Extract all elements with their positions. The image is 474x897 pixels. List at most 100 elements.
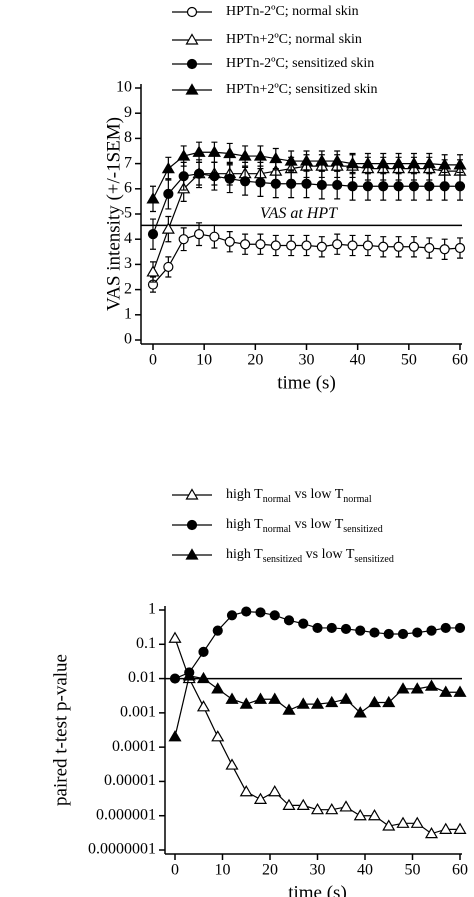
data-point [316,179,327,191]
data-point [396,682,410,694]
data-point [253,792,268,804]
data-point [439,822,453,834]
legend-text-part: vs low T [291,517,344,532]
data-point [310,802,325,815]
data-point [253,692,268,704]
data-point [161,222,175,234]
data-point [424,679,439,691]
legend-text-part: sensitized [263,554,302,565]
x-tick-label: 20 [262,862,278,879]
data-point [367,695,382,708]
data-point [198,646,209,657]
y-tick-label: 0.0000001 [88,841,156,858]
data-point [301,178,312,189]
data-point [238,149,252,161]
data-point [378,181,389,192]
data-point [270,240,281,251]
data-point [408,241,420,252]
data-point [255,607,266,618]
x-axis-label: time (s) [277,372,336,393]
y-tick-label: 0 [124,331,132,348]
data-point [410,816,424,828]
x-tick-label: 60 [452,352,468,369]
series [168,631,467,839]
data-point [239,697,253,709]
data-point [255,239,266,250]
data-point [326,622,337,634]
data-point [407,156,421,169]
data-point [193,168,205,179]
data-point [211,730,225,742]
legend-text-part: high T [226,487,263,502]
data-point [439,181,450,192]
data-point [209,171,220,182]
data-point [240,239,251,250]
data-point [396,816,410,828]
legend-marker [186,519,198,531]
y-tick-label: 0.000001 [96,806,156,823]
data-point [286,240,297,251]
data-point [383,628,394,640]
y-axis-label: VAS intensity (+/-1SEM) [103,117,124,311]
data-point [192,145,206,157]
legend-label: high Tsensitized vs low Tsensitized [226,547,394,565]
data-point [382,695,396,708]
data-point [224,236,235,247]
y-tick-label: 1 [124,305,132,322]
data-point [283,615,295,626]
data-point [392,156,406,169]
data-point [146,265,160,277]
legend-marker [185,83,199,95]
data-point [168,631,182,643]
data-point [339,800,353,812]
data-point [212,625,223,636]
x-tick-label: 30 [299,352,315,369]
data-point [268,785,282,797]
y-tick-label: 8 [124,129,132,146]
data-point [315,154,329,166]
legend-marker [185,548,199,560]
legend-text-part: high T [226,547,263,562]
data-point [224,173,235,184]
data-point [310,697,325,709]
data-point [269,610,280,621]
data-point [340,623,352,635]
data-point [453,158,467,170]
data-point [440,622,451,634]
legend-text-part: sensitized [343,524,382,535]
y-tick-label: 1 [148,601,156,618]
data-point [424,826,439,839]
data-point [410,682,424,694]
data-point [163,261,174,273]
data-point [339,692,353,704]
x-tick-label: 10 [215,862,231,879]
y-tick-label: 9 [124,104,132,121]
data-point [325,802,339,815]
y-tick-label: 0.001 [120,704,156,721]
y-tick-label: 0.01 [128,669,156,686]
data-point [177,149,191,161]
data-point [296,697,310,709]
data-point [298,618,309,629]
y-tick-label: 5 [124,205,132,222]
data-point [299,154,314,166]
data-point [209,231,220,242]
data-point [453,822,467,834]
data-point [346,156,360,169]
series-line [174,610,460,680]
legend-label: HPTn+2ºC; normal skin [226,32,362,47]
data-point [454,181,466,192]
data-point [211,682,225,694]
series [147,222,466,293]
series [146,141,467,213]
data-point [169,673,181,684]
data-point [347,181,358,192]
x-axis-label: time (s) [288,882,347,897]
data-point [397,628,409,640]
data-point [378,241,389,252]
x-tick-label: 40 [357,862,373,879]
y-tick-label: 3 [124,255,132,272]
data-point [393,181,404,192]
data-point [282,703,296,715]
data-point [193,229,205,240]
